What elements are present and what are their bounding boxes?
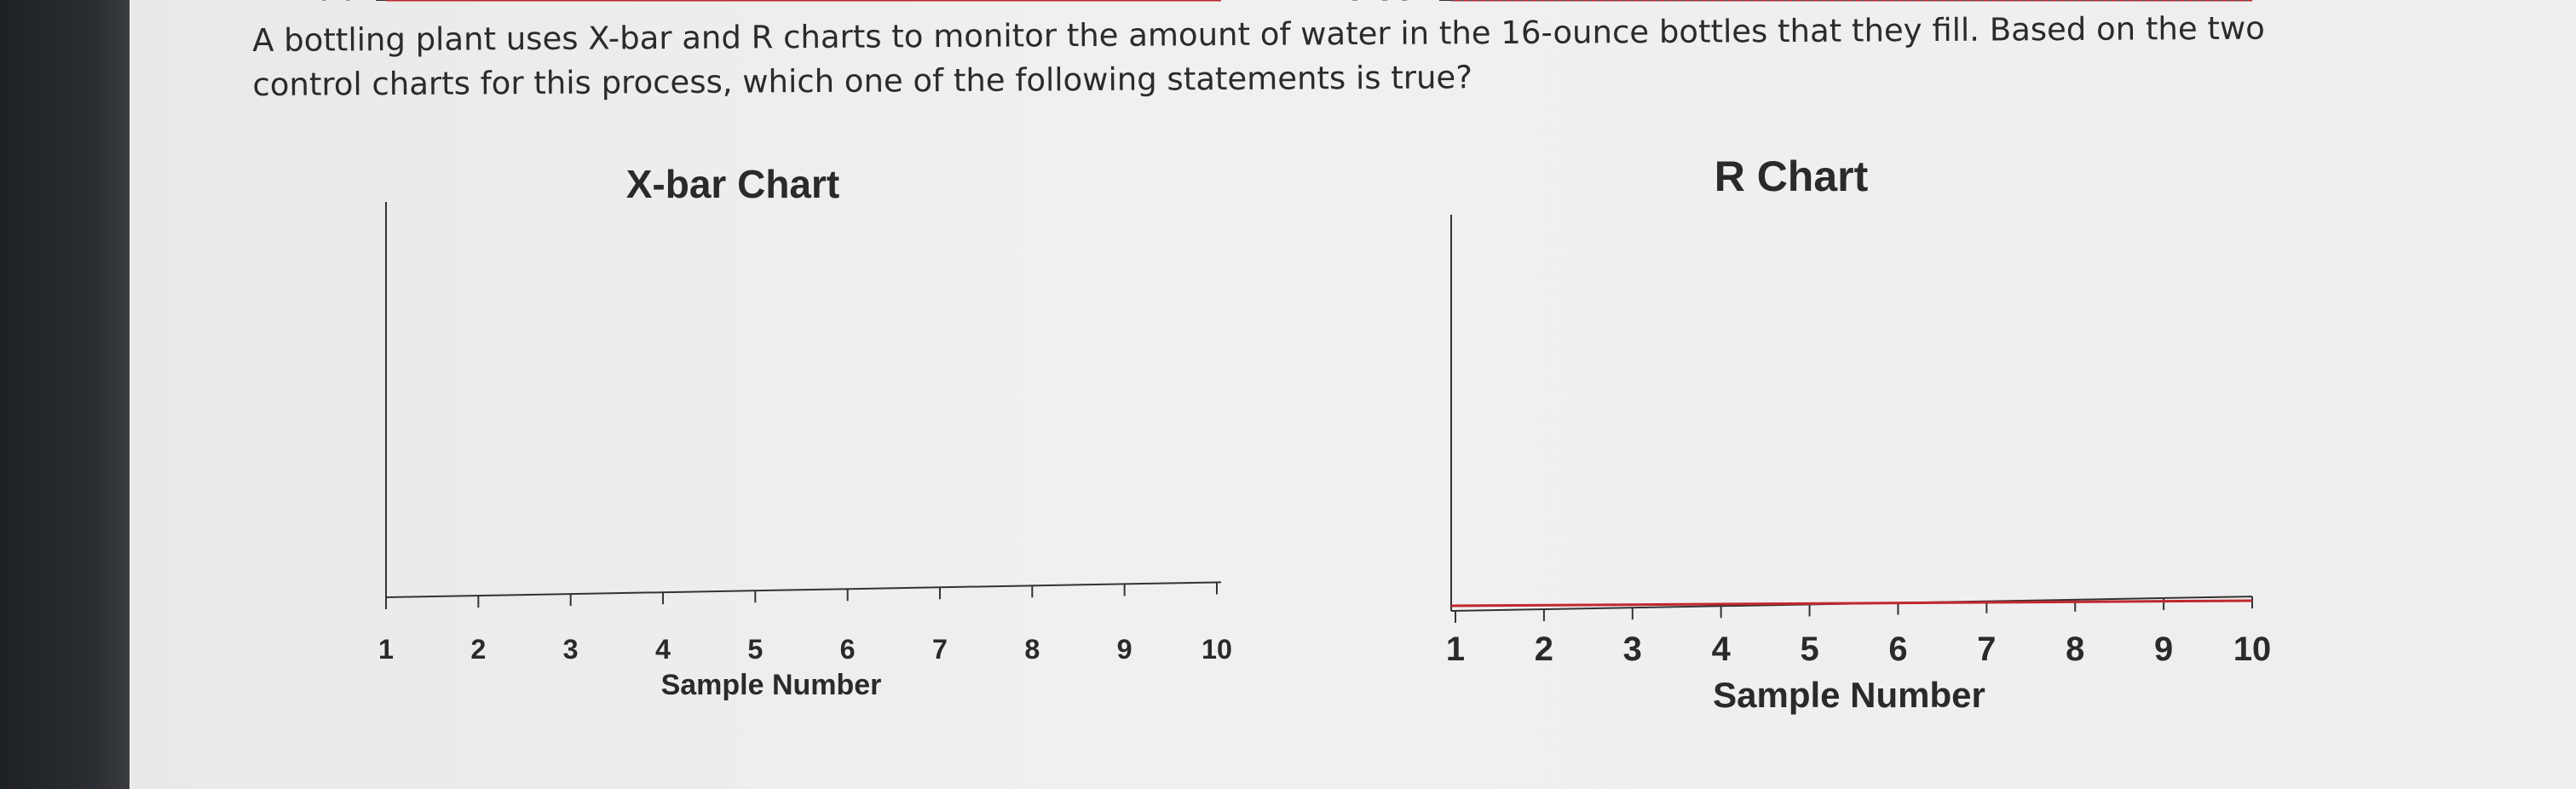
y-tick-label: 16.4 [300, 0, 356, 7]
x-tick-label: 4 [655, 634, 671, 665]
x-tick-label: 9 [1117, 634, 1132, 665]
y-tick-label: 16.3 [300, 0, 356, 7]
x-tick-label: 1 [378, 634, 394, 665]
r-chart: R Chart 1.201.000.800.600.400.200.00 1 2 3 4 5… [1345, 0, 2271, 715]
x-tick-label: 4 [1712, 631, 1731, 668]
x-tick-label: 3 [1623, 631, 1642, 668]
x-tick-label: 6 [1888, 631, 1907, 668]
left-dark-panel [0, 0, 130, 789]
y-tick-label: 15.6 [300, 0, 356, 7]
question-page [130, 0, 2576, 789]
x-tick-label: 5 [747, 634, 763, 665]
x-axis-line [385, 581, 1222, 598]
x-tick-label: 7 [932, 634, 948, 665]
x-tick-label: 8 [1024, 634, 1040, 665]
x-tick-label: 9 [2154, 631, 2173, 668]
y-tick-label: 16.6 [300, 0, 356, 7]
chart-title: R Chart [1714, 153, 1869, 200]
x-tick-label: 10 [1202, 634, 1232, 665]
x-tick-label: 10 [2233, 631, 2271, 668]
x-tick-label: 7 [1977, 631, 1996, 668]
chart-title: X-bar Chart [626, 162, 839, 206]
y-tick-label: 15.8 [300, 0, 356, 7]
y-tick-label: 0.80 [1345, 0, 1415, 8]
y-tick-label: 16.5 [300, 0, 356, 7]
y-tick-label: 0.20 [1345, 0, 1415, 8]
y-tick-label: 15.7 [300, 0, 356, 7]
y-tick-label: 0.60 [1345, 0, 1415, 8]
y-tick-label: 15.9 [300, 0, 356, 7]
x-tick-label: 1 [1446, 631, 1465, 668]
lower-control-limit [1450, 599, 2253, 608]
x-tick-label: 2 [1535, 631, 1553, 668]
x-tick-label: 2 [470, 634, 486, 665]
xbar-chart: X-bar Chart16.616.516.416.316.216.116.01… [300, 0, 1232, 701]
y-tick-label: 16.1 [300, 0, 356, 7]
x-tick-label: 8 [2066, 631, 2084, 668]
y-tick-label: 1.20 [1345, 0, 1415, 8]
x-axis-label: Sample Number [1713, 675, 1985, 715]
y-tick-label: 16.0 [300, 0, 356, 7]
y-tick-label: 16.2 [300, 0, 356, 7]
y-tick-label: 0.00 [1345, 0, 1415, 8]
x-tick-label: 3 [563, 634, 579, 665]
y-tick-label: 1.00 [1345, 0, 1415, 8]
x-tick-label: 6 [840, 634, 856, 665]
x-tick-label: 5 [1800, 631, 1818, 668]
y-tick-label: 0.40 [1345, 0, 1415, 8]
x-axis-label: Sample Number [661, 669, 882, 701]
